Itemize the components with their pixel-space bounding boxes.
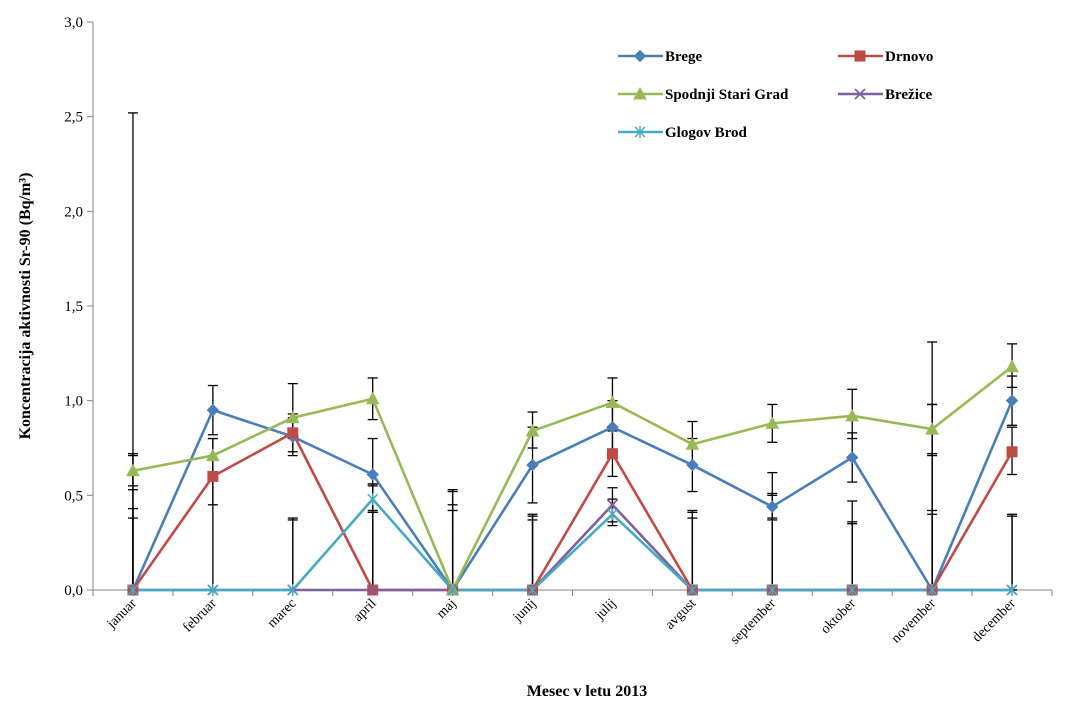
- series-markers: [126, 359, 1019, 597]
- data-point: [527, 584, 539, 596]
- y-tick-label: 2,0: [64, 204, 83, 220]
- data-point: [606, 499, 619, 511]
- y-axis-ticks: 0,0 0,5 1,0 1,5 2,0 2,5 3,0: [64, 15, 93, 599]
- legend-item: Drnovo: [838, 49, 933, 65]
- data-point: [207, 584, 219, 596]
- data-point: [206, 448, 220, 462]
- data-point: [606, 448, 618, 460]
- x-tick-label: marec: [265, 596, 300, 631]
- legend-marker: [854, 50, 866, 62]
- x-axis-ticks: januar februar marec april maj junij julij avgu…: [92, 590, 1053, 648]
- legend-label: Glogov Brod: [665, 125, 747, 141]
- series-line: [131, 431, 1014, 592]
- legend-item: Glogov Brod: [618, 125, 747, 141]
- series-line: [132, 503, 1013, 592]
- x-tick-label: oktober: [818, 596, 859, 637]
- data-point: [686, 458, 699, 472]
- data-point: [765, 416, 780, 429]
- data-point: [606, 508, 618, 521]
- data-point: [127, 584, 139, 596]
- data-point: [366, 468, 379, 481]
- x-tick-label: junij: [510, 596, 539, 625]
- legend-item: Brežice: [838, 87, 933, 103]
- legend-label: Spodnji Stari Grad: [665, 87, 789, 103]
- series-line: [132, 497, 1013, 592]
- legend-item: Brege: [618, 49, 703, 65]
- data-point: [686, 584, 698, 596]
- y-axis-title: Koncentracija aktivnosti Sr-90 (Bq/m³): [17, 173, 34, 440]
- data-point: [207, 470, 219, 482]
- data-point: [926, 584, 938, 596]
- data-point: [925, 422, 939, 435]
- x-tick-label: maj: [434, 596, 459, 621]
- data-point: [846, 451, 859, 464]
- x-tick-label: april: [351, 596, 380, 625]
- x-tick-label: december: [970, 596, 1019, 645]
- legend-marker: [633, 86, 647, 100]
- data-point: [1006, 584, 1018, 596]
- data-point: [287, 427, 299, 439]
- y-tick-label: 2,5: [64, 110, 83, 126]
- y-tick-label: 1,5: [64, 299, 83, 315]
- data-point: [605, 395, 620, 409]
- legend-item: Spodnji Stari Grad: [618, 86, 789, 103]
- x-tick-label: avgust: [663, 596, 700, 633]
- error-bars: [127, 112, 1018, 591]
- x-tick-label: januar: [104, 596, 140, 632]
- data-point: [365, 391, 380, 405]
- data-point: [206, 403, 220, 417]
- data-point: [846, 584, 858, 596]
- data-point: [285, 410, 300, 424]
- data-point: [1005, 359, 1019, 373]
- data-point: [1005, 394, 1019, 407]
- data-point: [367, 584, 379, 596]
- legend-marker: [634, 126, 646, 138]
- data-point: [766, 584, 778, 596]
- data-point: [525, 423, 540, 437]
- legend-label: Brege: [665, 49, 703, 65]
- legend: Brege Drnovo Spodnji Stari Grad Brežice Glog…: [618, 49, 933, 141]
- legend-label: Brežice: [885, 87, 933, 103]
- data-point: [685, 437, 700, 450]
- x-tick-label: november: [889, 596, 939, 646]
- series-lines: [131, 365, 1014, 592]
- data-point: [367, 493, 379, 506]
- x-tick-label: september: [728, 596, 780, 648]
- x-tick-label: julij: [592, 596, 619, 623]
- y-tick-label: 0,5: [64, 488, 83, 504]
- legend-marker: [854, 88, 866, 100]
- y-tick-label: 3,0: [64, 15, 83, 31]
- legend-label: Drnovo: [885, 49, 933, 65]
- data-point: [1006, 446, 1018, 458]
- x-axis-title: Mesec v letu 2013: [527, 683, 647, 700]
- data-point: [606, 420, 619, 434]
- data-point: [845, 408, 860, 422]
- plot-area: [92, 22, 1052, 591]
- series-line: [131, 400, 1014, 592]
- data-point: [526, 458, 539, 472]
- y-tick-label: 1,0: [64, 394, 83, 410]
- data-point: [766, 500, 779, 513]
- data-point: [126, 463, 140, 477]
- x-tick-label: februar: [181, 596, 220, 635]
- data-point: [287, 584, 299, 596]
- data-point: [447, 584, 459, 596]
- legend-marker: [633, 49, 647, 63]
- y-tick-label: 0,0: [64, 583, 83, 599]
- series-line: [132, 365, 1013, 592]
